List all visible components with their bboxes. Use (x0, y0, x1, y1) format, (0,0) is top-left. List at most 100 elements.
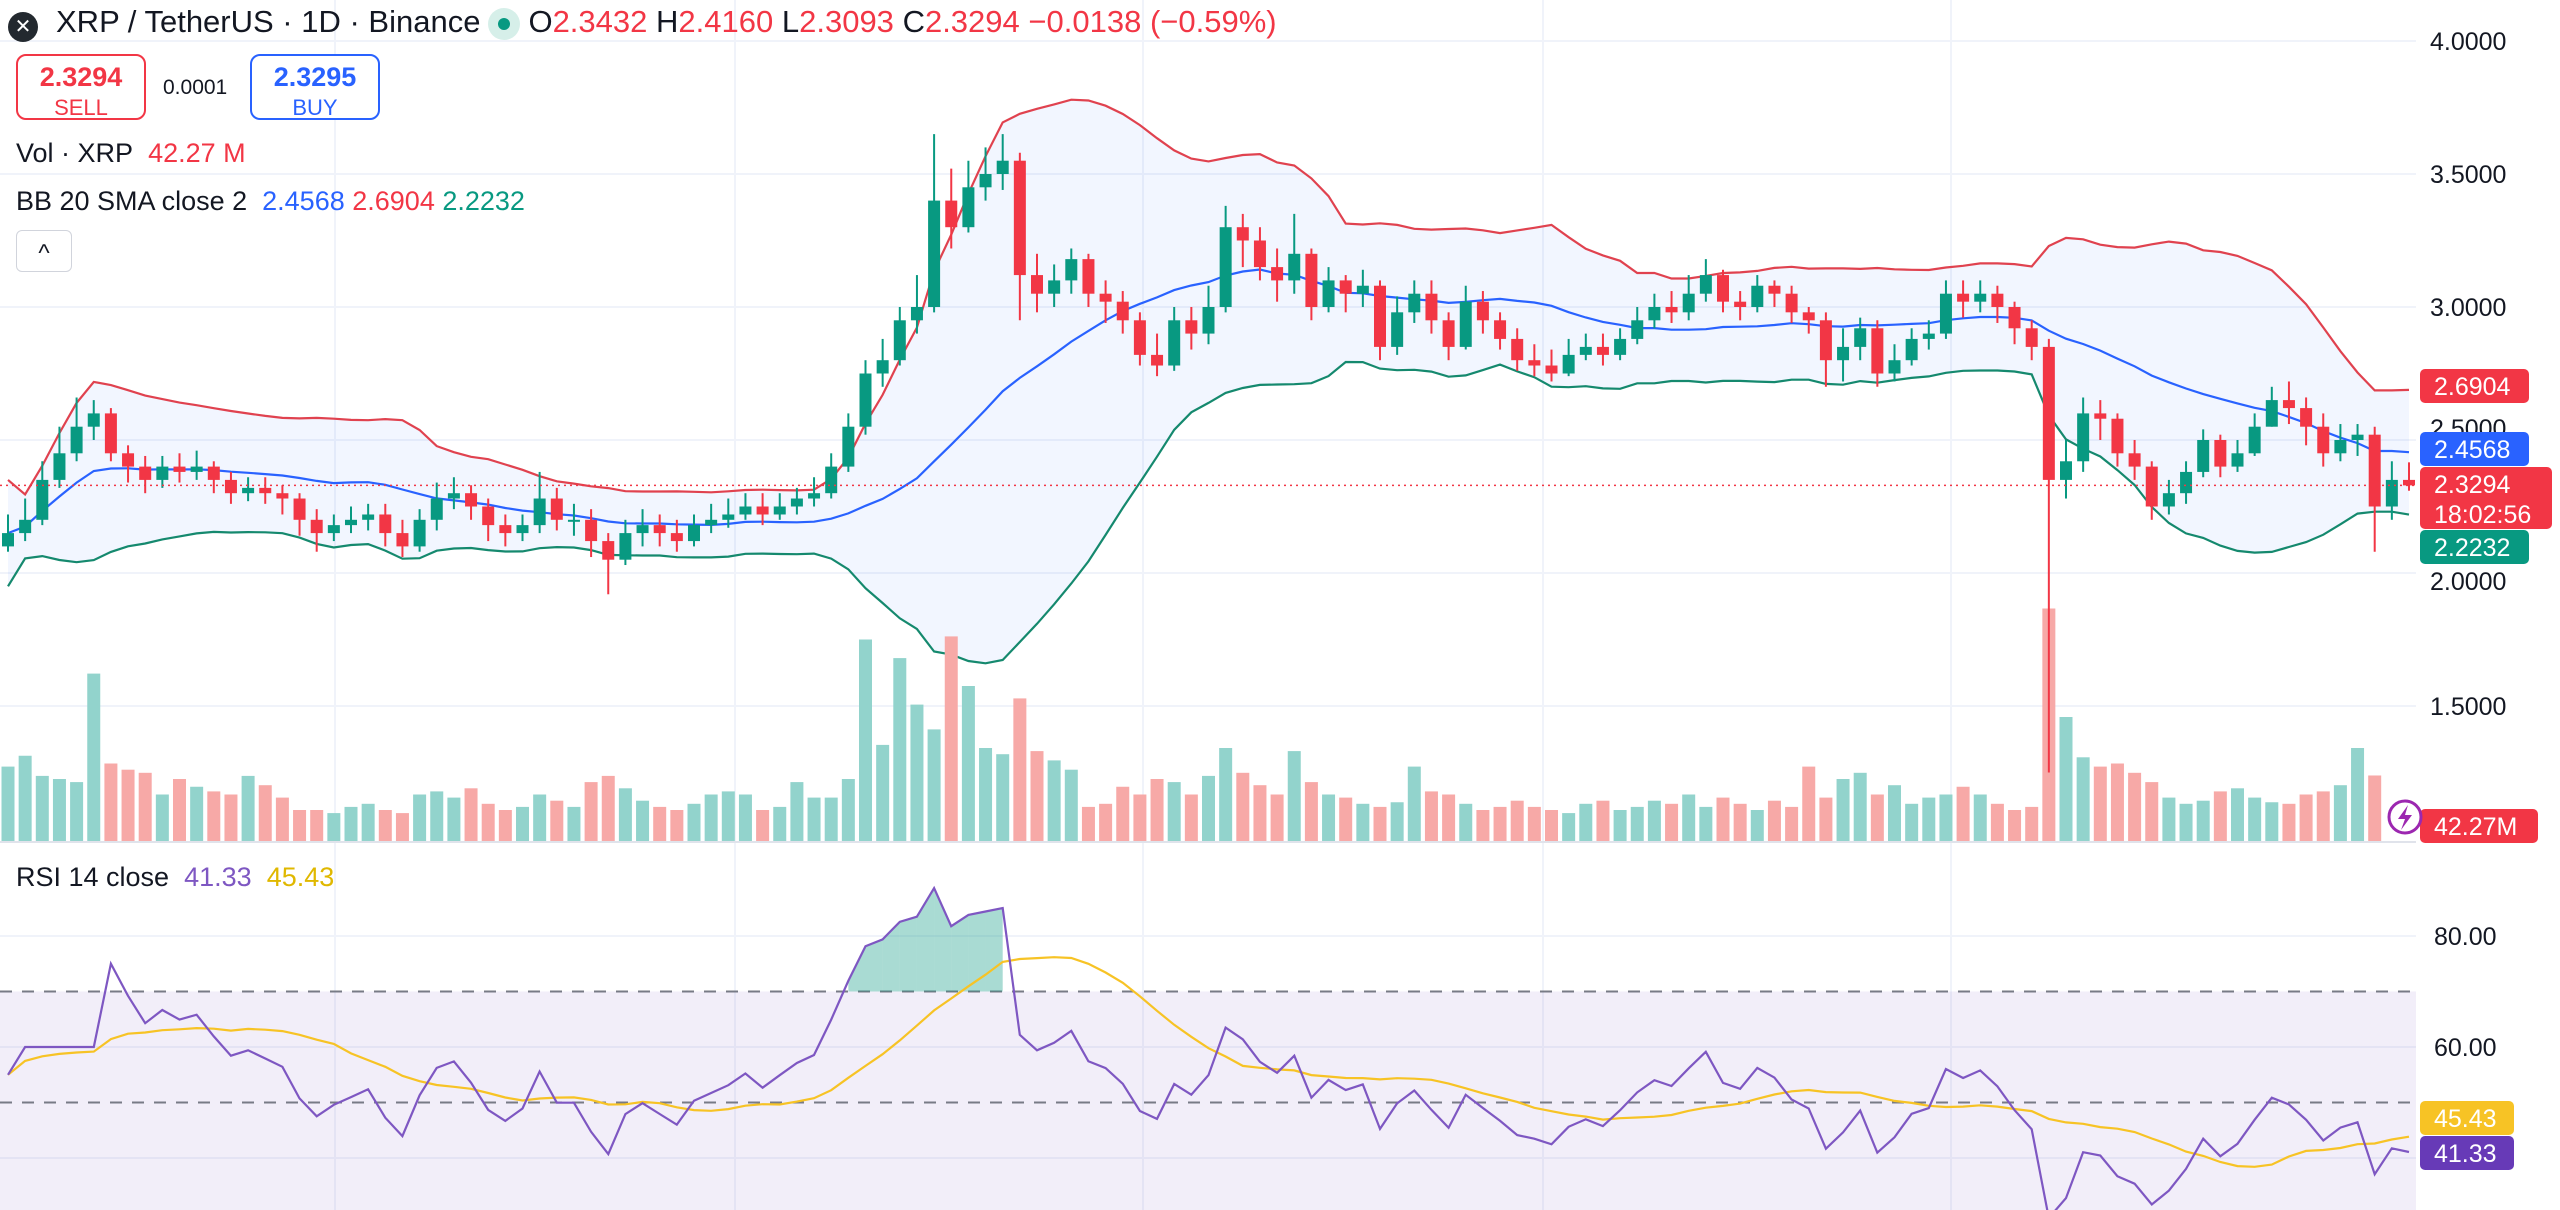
candle-body (276, 493, 289, 499)
bb-legend[interactable]: BB 20 SMA close 2 2.4568 2.6904 2.2232 (16, 186, 525, 217)
last-price-tag-text: 18:02:56 (2434, 501, 2531, 529)
bb-upper-line (7, 98, 2410, 497)
candle-body (1013, 160, 1026, 276)
volume-bar (1510, 800, 1524, 841)
volume-bar (1802, 766, 1816, 841)
volume-bar (413, 794, 427, 841)
volume-bar (1287, 751, 1301, 841)
volume-bar (893, 658, 907, 841)
bb-upper-value: 2.6904 (352, 186, 435, 216)
volume-bar (2316, 791, 2330, 841)
volume-bar (1013, 698, 1027, 841)
buy-button[interactable]: 2.3295 BUY (250, 54, 380, 120)
collapse-legend-button[interactable]: ^ (16, 230, 72, 272)
candle-body (1271, 267, 1284, 281)
low-label: L (781, 4, 800, 39)
bb-lower-tag-text: 2.2232 (2434, 534, 2510, 562)
candle-body (396, 533, 409, 547)
candle-body (2317, 426, 2330, 454)
volume-bar (18, 755, 32, 841)
volume-bar (378, 810, 392, 841)
volume-bar (1322, 794, 1336, 841)
candle-body (156, 466, 169, 480)
candle-body (53, 453, 66, 480)
rsi-overbought-fill (968, 911, 986, 992)
volume-bar (430, 791, 444, 841)
candle-body (1374, 285, 1386, 347)
volume-bar (293, 810, 307, 841)
candle-body (2077, 413, 2090, 462)
volume-bar (1099, 803, 1113, 841)
candle-body (1339, 280, 1352, 294)
rsi-line (7, 885, 2410, 1210)
candle-body (2042, 346, 2055, 480)
volume-bar (618, 788, 632, 841)
volume-bar (1647, 800, 1661, 841)
bb-lower-value: 2.2232 (442, 186, 525, 216)
volume-bar (601, 775, 615, 841)
candle-body (1133, 320, 1146, 355)
volume-bar (327, 813, 341, 841)
symbol-title[interactable]: XRP / TetherUS · 1D · Binance (56, 4, 481, 39)
volume-bar (1304, 782, 1318, 841)
candle-body (1065, 259, 1078, 281)
rsi-overbought-fill (934, 888, 952, 992)
candle-body (2008, 307, 2021, 329)
candle-body (859, 373, 872, 427)
candle-body (122, 453, 135, 467)
volume-bar (2179, 803, 2193, 841)
volume-bar (138, 772, 152, 841)
volume-bar (104, 763, 118, 841)
candle-body (893, 320, 906, 361)
candle-body (1202, 307, 1215, 334)
volume-bar (636, 800, 650, 841)
candle-body (533, 498, 546, 526)
volume-bar (464, 788, 478, 841)
candle-body (379, 514, 392, 534)
volume-bar (1407, 766, 1421, 841)
candle-body (242, 487, 255, 494)
candle-body (499, 525, 512, 534)
volume-bar (1819, 797, 1833, 841)
volume-bar (1339, 797, 1353, 841)
volume-bar (1665, 803, 1679, 841)
volume-bar (550, 800, 564, 841)
candle-body (1991, 293, 2004, 307)
candle-body (688, 525, 700, 542)
volume-bar (2351, 748, 2365, 841)
candle-body (87, 413, 100, 427)
candle-body (1717, 275, 1729, 302)
candle-body (259, 487, 272, 494)
candle-body (293, 498, 306, 520)
rsi-overbought-fill (865, 939, 883, 992)
rsi-legend[interactable]: RSI 14 close 41.33 45.43 (16, 862, 334, 893)
sell-button[interactable]: 2.3294 SELL (16, 54, 146, 120)
candle-body (1511, 338, 1524, 361)
volume-bar (2282, 803, 2296, 841)
close-label: C (902, 4, 925, 39)
rsi-ma-tag (2420, 1101, 2514, 1135)
candle-body (1185, 320, 1198, 334)
candle-body (756, 506, 769, 515)
volume-bar (2076, 757, 2090, 841)
volume-bar (121, 769, 135, 841)
candle-body (1837, 346, 1850, 361)
candle-body (482, 506, 495, 526)
buy-price: 2.3295 (273, 62, 357, 92)
volume-legend[interactable]: Vol · XRP 42.27 M (16, 138, 246, 169)
candle-body (1682, 293, 1695, 313)
price-axis-tick: 4.0000 (2430, 28, 2506, 56)
volume-bar (876, 744, 890, 841)
candle-body (139, 466, 152, 480)
volume-bar (1424, 791, 1438, 841)
last-price-tag (2420, 467, 2552, 529)
rsi-overbought-fill (899, 916, 917, 992)
volume-bar (790, 782, 804, 841)
candle-body (36, 479, 49, 520)
bb-legend-label: BB 20 SMA close 2 (16, 186, 248, 216)
candle-body (739, 506, 752, 515)
volume-bar (859, 639, 872, 841)
volume-bar (1990, 803, 2004, 841)
volume-bar (70, 782, 84, 841)
